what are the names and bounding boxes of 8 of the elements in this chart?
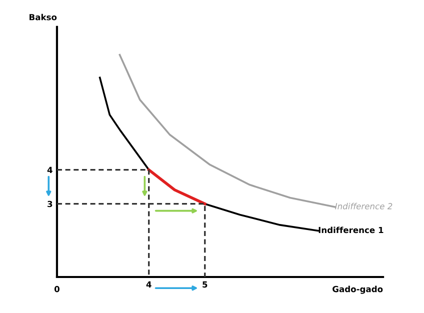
series-label: Indifference 2: [335, 202, 392, 210]
x-axis-title: Gado-gado: [332, 286, 383, 294]
y-axis-title: Bakso: [30, 14, 57, 20]
x-tick-label: 5: [202, 281, 208, 288]
series-label: Indifference 1: [318, 226, 384, 234]
y-tick-label: 3: [48, 200, 52, 208]
text: 0: [54, 286, 60, 292]
line-series: [118, 54, 336, 208]
